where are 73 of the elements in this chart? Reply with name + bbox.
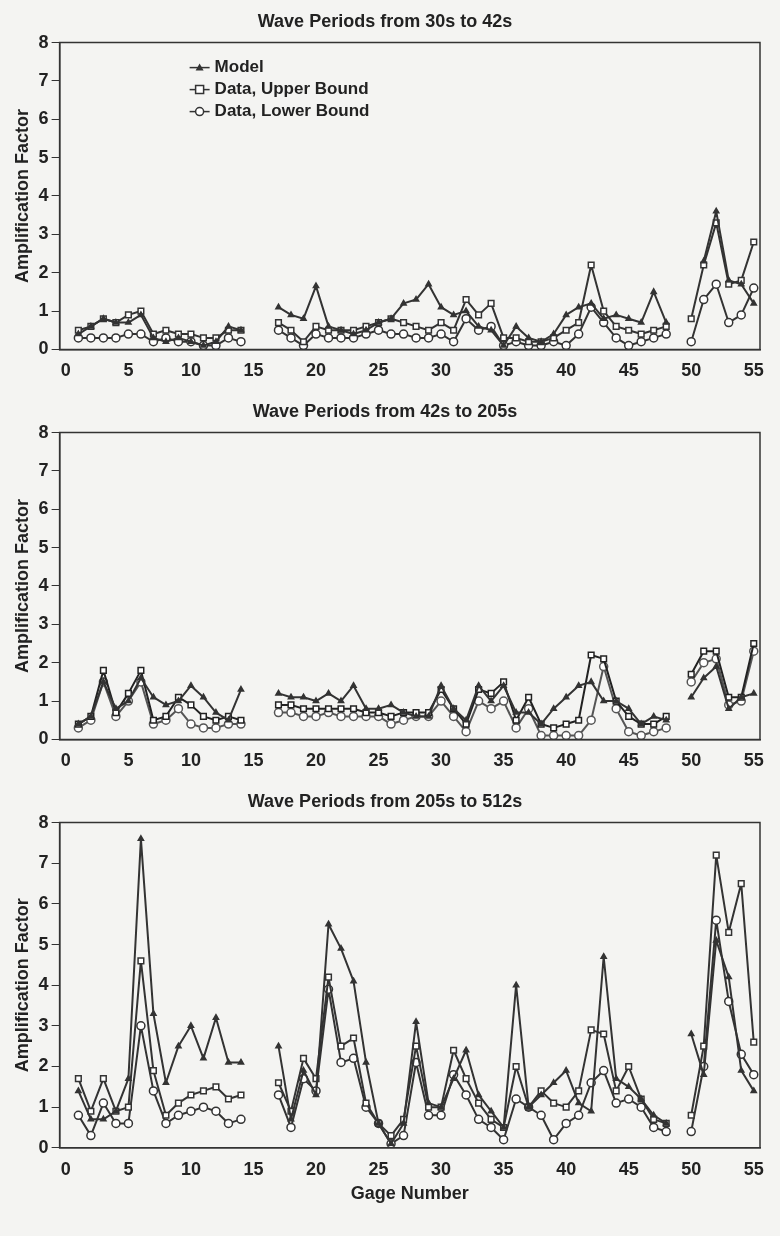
x-tick-label: 20	[305, 360, 327, 381]
y-tick-label: 6	[38, 498, 49, 519]
x-tick-label: 40	[556, 1158, 577, 1179]
y-tick-label: 6	[38, 108, 49, 129]
x-tick-label: 0	[60, 1158, 71, 1179]
y-tick-label: 2	[38, 651, 49, 672]
y-axis-title: Amplification Factor	[11, 498, 32, 674]
y-tick-label: 3	[38, 613, 49, 634]
y-tick-label: 4	[38, 974, 49, 995]
x-tick-label: 5	[123, 360, 134, 381]
y-axis-title: Amplification Factor	[11, 898, 32, 1073]
x-tick-label: 10	[180, 360, 201, 381]
y-tick-label: 1	[38, 690, 49, 711]
x-tick-label: 35	[493, 750, 514, 771]
y-tick-label: 7	[38, 459, 49, 480]
x-tick-label: 15	[243, 750, 264, 771]
y-tick-label: 4	[38, 184, 49, 205]
chart-title: Wave Periods from 42s to 205s	[252, 400, 518, 421]
y-tick-label: 3	[38, 1014, 49, 1035]
legend-label: Data, Lower Bound	[214, 101, 370, 121]
y-tick-label: 7	[38, 69, 49, 90]
x-tick-label: 30	[431, 750, 452, 771]
y-tick-label: 5	[38, 146, 49, 167]
y-tick-label: 8	[38, 31, 49, 52]
x-tick-label: 25	[368, 750, 389, 771]
y-tick-label: 6	[38, 892, 49, 913]
x-tick-label: 0	[60, 750, 71, 771]
x-tick-label: 55	[743, 360, 764, 381]
x-tick-label: 15	[243, 360, 264, 381]
x-tick-label: 50	[681, 360, 702, 381]
x-tick-label: 55	[743, 750, 764, 771]
x-tick-label: 5	[123, 750, 134, 771]
x-tick-label: 20	[305, 750, 327, 771]
x-axis-title: Gage Number	[350, 1183, 469, 1204]
x-tick-label: 45	[618, 360, 639, 381]
x-tick-label: 35	[493, 360, 514, 381]
legend-label: Data, Upper Bound	[214, 79, 369, 99]
x-tick-label: 30	[431, 360, 452, 381]
x-tick-label: 0	[60, 360, 71, 381]
y-tick-label: 2	[38, 261, 49, 282]
y-tick-label: 5	[38, 536, 49, 557]
chart-title: Wave Periods from 30s to 42s	[257, 10, 513, 31]
x-tick-label: 20	[305, 1158, 327, 1179]
legend-label: Model	[214, 57, 264, 77]
y-tick-label: 4	[38, 574, 49, 595]
x-tick-label: 45	[618, 750, 639, 771]
x-tick-label: 25	[368, 360, 389, 381]
x-tick-label: 35	[493, 1158, 514, 1179]
x-tick-label: 50	[681, 1158, 702, 1179]
x-tick-label: 25	[368, 1158, 389, 1179]
y-tick-label: 1	[38, 300, 49, 321]
x-tick-label: 40	[556, 750, 577, 771]
x-tick-label: 55	[743, 1158, 764, 1179]
y-tick-label: 1	[38, 1096, 49, 1117]
x-tick-label: 15	[243, 1158, 264, 1179]
y-tick-label: 0	[38, 1136, 49, 1157]
y-tick-label: 0	[38, 728, 49, 749]
y-tick-label: 0	[38, 338, 49, 359]
x-tick-label: 45	[618, 1158, 639, 1179]
chart-title: Wave Periods from 205s to 512s	[247, 790, 523, 811]
y-axis-title: Amplification Factor	[11, 108, 32, 284]
x-tick-label: 5	[123, 1158, 134, 1179]
y-tick-label: 5	[38, 933, 49, 954]
x-tick-label: 10	[180, 1158, 201, 1179]
y-tick-label: 8	[38, 811, 49, 832]
x-tick-label: 10	[180, 750, 201, 771]
x-tick-label: 40	[556, 360, 577, 381]
x-tick-label: 30	[431, 1158, 452, 1179]
y-tick-label: 3	[38, 223, 49, 244]
y-tick-label: 7	[38, 852, 49, 873]
y-tick-label: 8	[38, 421, 49, 442]
x-tick-label: 50	[681, 750, 702, 771]
y-tick-label: 2	[38, 1055, 49, 1076]
